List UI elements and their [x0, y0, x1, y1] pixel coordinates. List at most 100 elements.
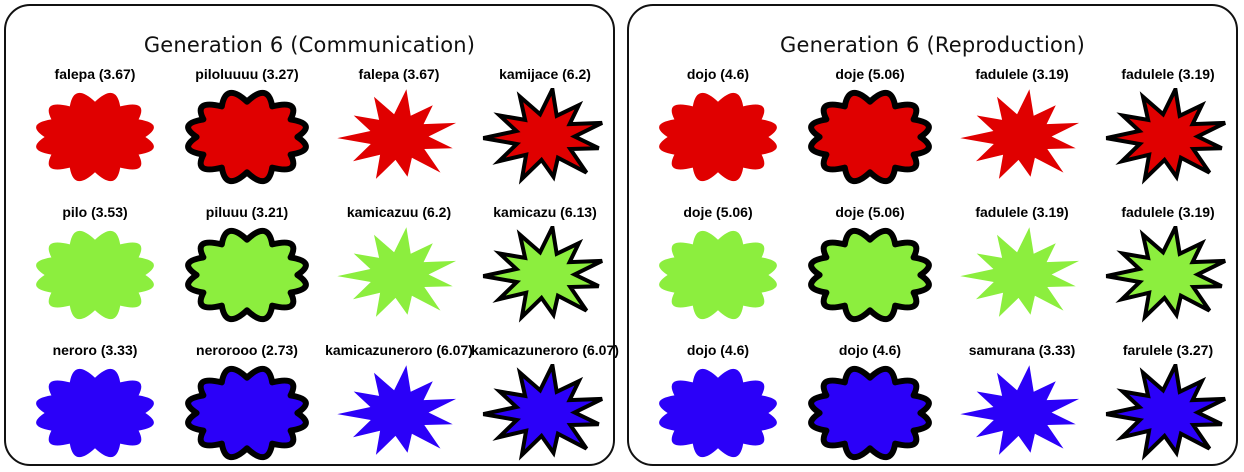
stimulus-cell: fadulele (3.19): [1093, 204, 1243, 334]
star-shape: [482, 364, 603, 461]
cloud-shape: [185, 227, 309, 323]
plain-cloud-fill: [36, 368, 154, 458]
stimulus-label: kamicazuneroro (6.07): [471, 342, 619, 358]
stimulus-cell: doje (5.06): [795, 66, 945, 196]
stimulus-label: kamijace (6.2): [499, 66, 591, 82]
panel-title: Generation 6 (Reproduction): [780, 33, 1085, 57]
stimulus-label: dojo (4.6): [686, 66, 750, 82]
stimulus-cell: falepa (3.67): [20, 66, 170, 196]
stimulus-cell: piluuu (3.21): [172, 204, 322, 334]
stimulus-label: fadulele (3.19): [975, 204, 1069, 220]
plain-cloud-fill: [659, 230, 777, 320]
stimulus-cell: kamicazuu (6.2): [324, 204, 474, 334]
stimulus-cell: pilo (3.53): [20, 204, 170, 334]
stimulus-cell: kamicazu (6.13): [470, 204, 620, 334]
cloud-shape: [36, 230, 154, 320]
stimulus-cell: dojo (4.6): [643, 342, 793, 472]
outlined-star-fill: [482, 226, 603, 323]
stimulus-label: falepa (3.67): [54, 66, 136, 82]
stimulus-label: piluuu (3.21): [205, 204, 289, 220]
stimulus-label: nerorooo (2.73): [196, 342, 298, 358]
outlined-star-fill: [482, 364, 603, 461]
stimulus-label: pilo (3.53): [62, 204, 128, 220]
cloud-shape: [808, 89, 932, 185]
outlined-cloud-fill: [808, 365, 932, 461]
stimulus-label: piloluuuu (3.27): [195, 66, 299, 82]
stimulus-cell: kamicazuneroro (6.07): [470, 342, 620, 472]
stimulus-label: falepa (3.67): [358, 66, 440, 82]
reproduction-panel: Generation 6 (Reproduction) dojo (4.6) do…: [627, 4, 1238, 466]
star-shape: [482, 226, 603, 323]
stimulus-cell: fadulele (3.19): [947, 66, 1097, 196]
stimulus-cell: dojo (4.6): [643, 66, 793, 196]
stimulus-label: farulele (3.27): [1122, 342, 1214, 358]
stimulus-cell: doje (5.06): [795, 204, 945, 334]
cloud-shape: [36, 92, 154, 182]
plain-star-fill: [337, 227, 457, 317]
plain-star-fill: [960, 227, 1080, 317]
cloud-shape: [659, 92, 777, 182]
cloud-shape: [659, 368, 777, 458]
plain-star-fill: [337, 365, 457, 455]
stimulus-cell: nerorooo (2.73): [172, 342, 322, 472]
plain-star-fill: [337, 89, 457, 179]
plain-star-fill: [960, 365, 1080, 455]
plain-cloud-fill: [659, 368, 777, 458]
stimulus-label: fadulele (3.19): [975, 66, 1069, 82]
stimulus-label: kamicazuneroro (6.07): [325, 342, 473, 358]
cloud-shape: [808, 365, 932, 461]
stimulus-label: dojo (4.6): [838, 342, 902, 358]
stimulus-cell: farulele (3.27): [1093, 342, 1243, 472]
stimulus-label: doje (5.06): [835, 204, 905, 220]
stimulus-cell: falepa (3.67): [324, 66, 474, 196]
cloud-shape: [185, 89, 309, 185]
star-shape: [337, 365, 457, 455]
stimulus-cell: fadulele (3.19): [947, 204, 1097, 334]
outlined-cloud-fill: [808, 89, 932, 185]
stimulus-label: kamicazu (6.13): [493, 204, 597, 220]
cloud-shape: [808, 227, 932, 323]
outlined-star-fill: [1105, 226, 1226, 323]
outlined-star-fill: [1105, 364, 1226, 461]
star-shape: [1105, 364, 1226, 461]
stimulus-cell: dojo (4.6): [795, 342, 945, 472]
outlined-star-fill: [1105, 88, 1226, 185]
star-shape: [337, 89, 457, 179]
star-shape: [960, 89, 1080, 179]
stimulus-label: kamicazuu (6.2): [346, 204, 452, 220]
stimulus-label: fadulele (3.19): [1121, 204, 1215, 220]
outlined-cloud-fill: [185, 227, 309, 323]
plain-star-fill: [960, 89, 1080, 179]
outlined-cloud-fill: [185, 89, 309, 185]
stimulus-cell: neroro (3.33): [20, 342, 170, 472]
stimulus-label: neroro (3.33): [52, 342, 138, 358]
star-shape: [482, 88, 603, 185]
stimulus-cell: samurana (3.33): [947, 342, 1097, 472]
plain-cloud-fill: [659, 92, 777, 182]
cloud-shape: [185, 365, 309, 461]
stimulus-label: doje (5.06): [683, 204, 753, 220]
star-shape: [960, 227, 1080, 317]
star-shape: [1105, 88, 1226, 185]
outlined-cloud-fill: [185, 365, 309, 461]
outlined-star-fill: [482, 88, 603, 185]
outlined-cloud-fill: [808, 227, 932, 323]
star-shape: [1105, 226, 1226, 323]
plain-cloud-fill: [36, 92, 154, 182]
stimulus-cell: doje (5.06): [643, 204, 793, 334]
stimulus-cell: piloluuuu (3.27): [172, 66, 322, 196]
panel-title: Generation 6 (Communication): [143, 33, 476, 57]
stimulus-cell: kamijace (6.2): [470, 66, 620, 196]
plain-cloud-fill: [36, 230, 154, 320]
stimulus-label: dojo (4.6): [686, 342, 750, 358]
stimulus-cell: fadulele (3.19): [1093, 66, 1243, 196]
stimulus-label: samurana (3.33): [968, 342, 1076, 358]
communication-panel: Generation 6 (Communication) falepa (3.6…: [4, 4, 619, 466]
stimulus-label: doje (5.06): [835, 66, 905, 82]
stimulus-label: fadulele (3.19): [1121, 66, 1215, 82]
cloud-shape: [36, 368, 154, 458]
star-shape: [960, 365, 1080, 455]
stimulus-cell: kamicazuneroro (6.07): [324, 342, 474, 472]
star-shape: [337, 227, 457, 317]
cloud-shape: [659, 230, 777, 320]
